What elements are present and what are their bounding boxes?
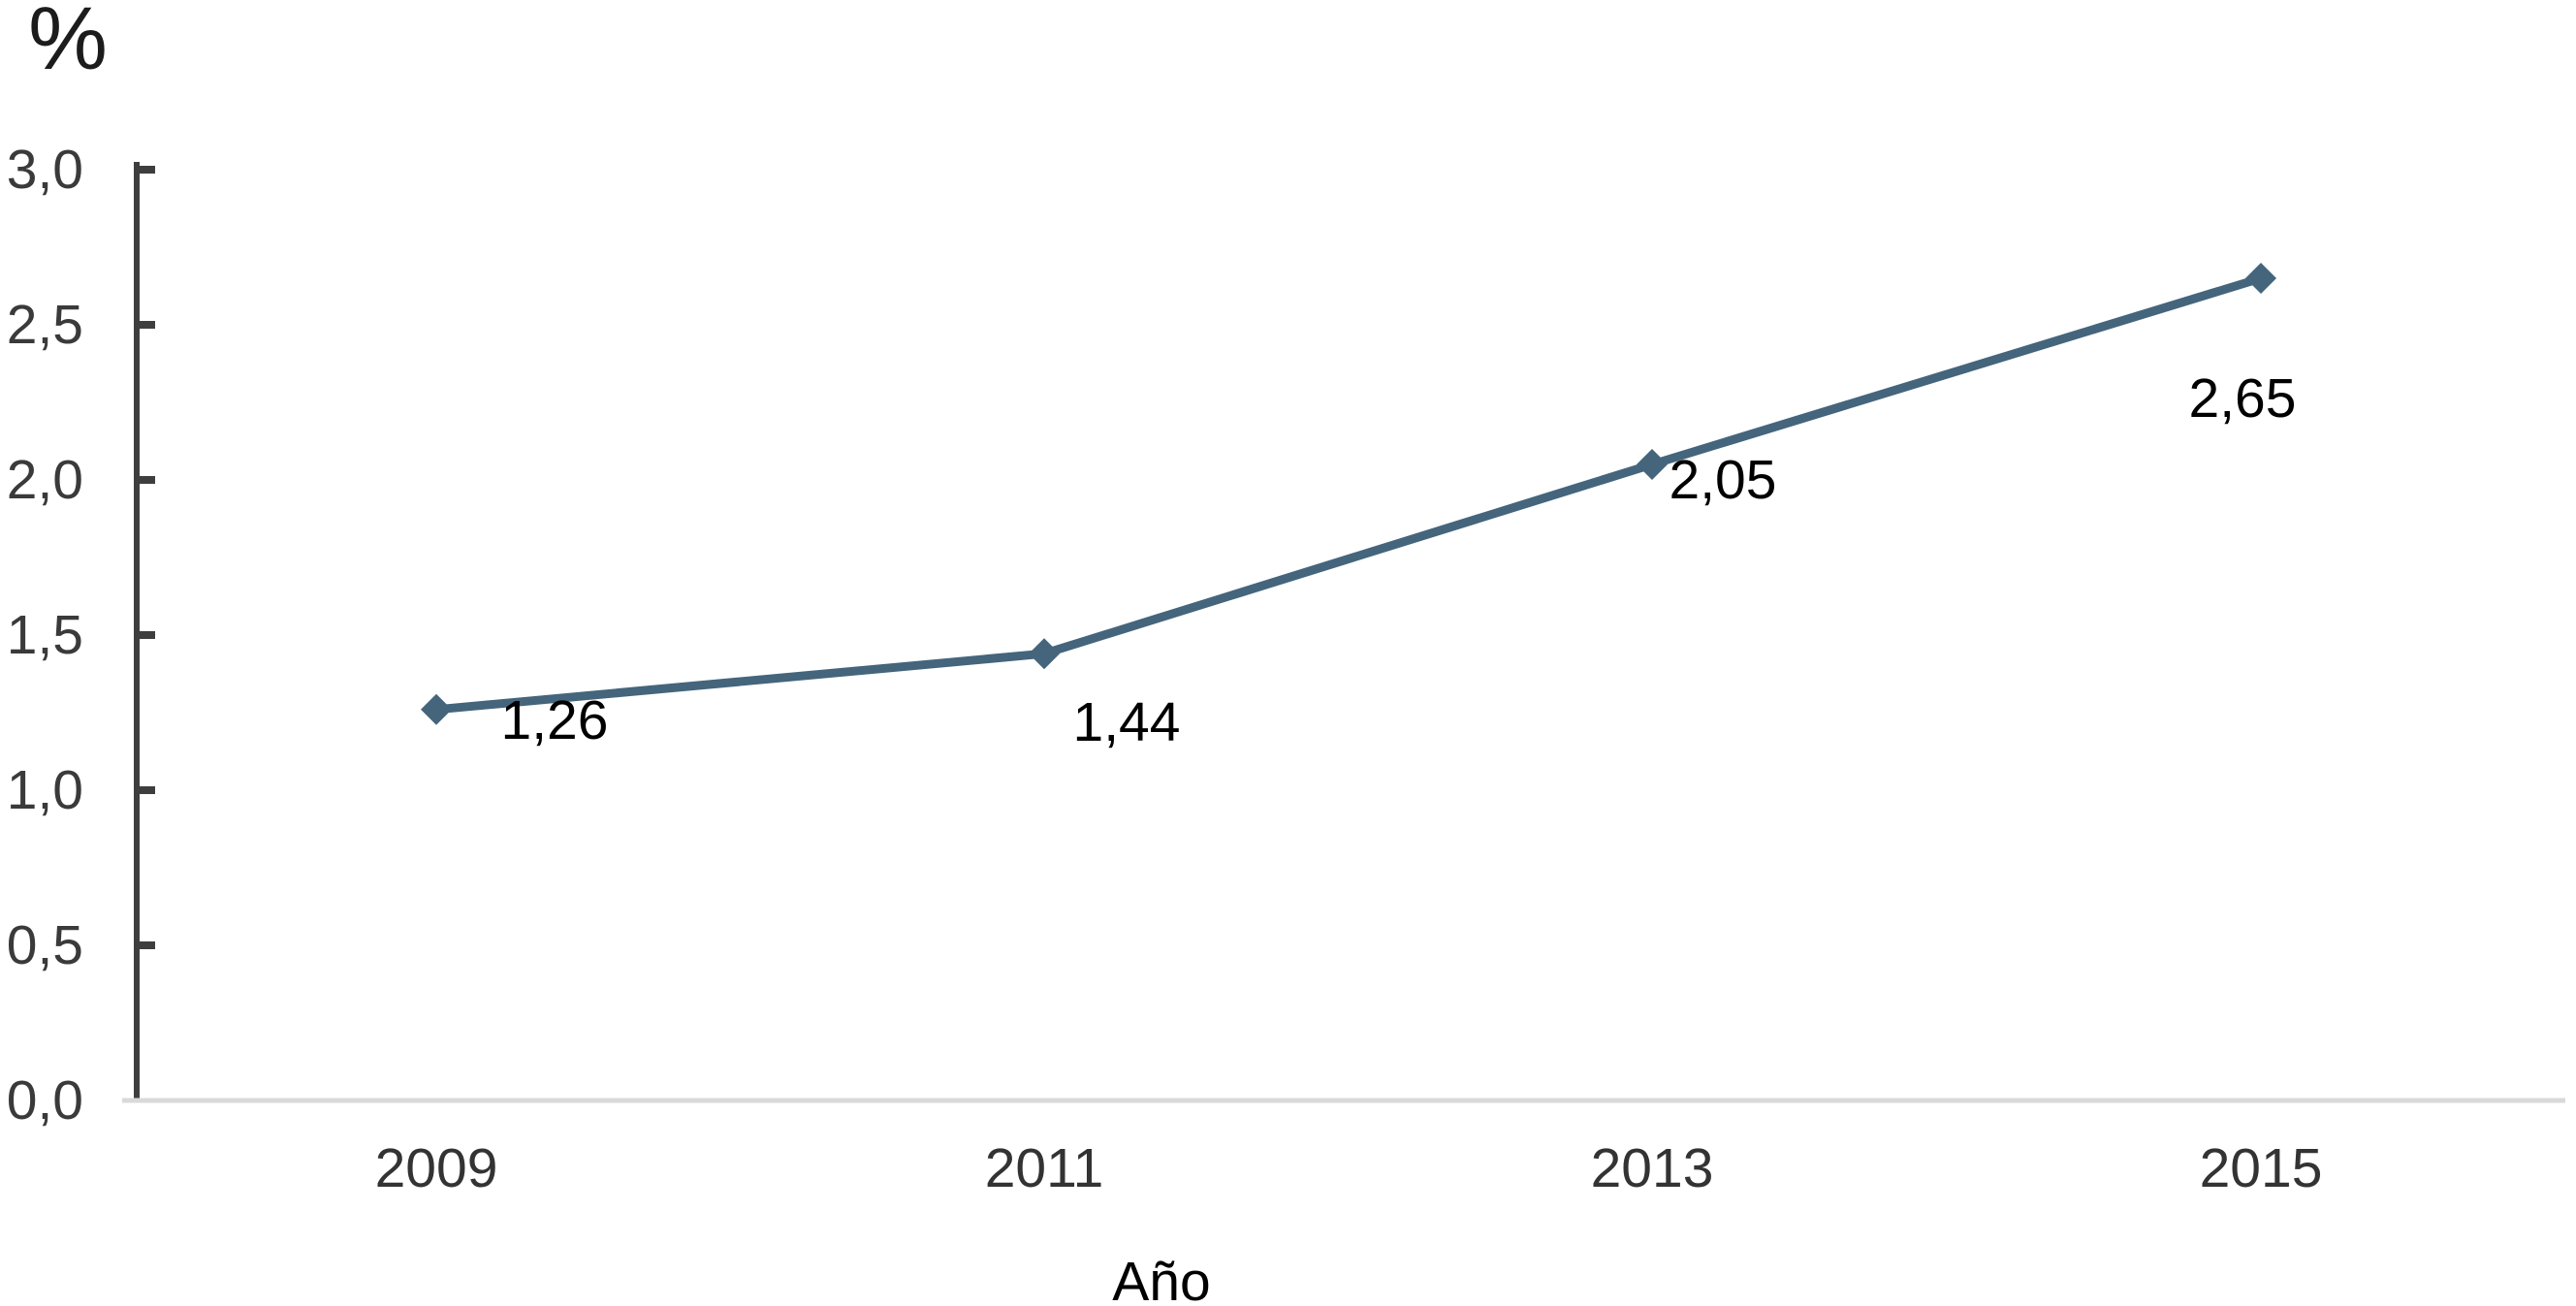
- x-tick-label: 2013: [1590, 1137, 1714, 1199]
- x-tick-label: 2015: [2199, 1137, 2323, 1199]
- y-axis-unit-label: %: [28, 0, 108, 88]
- data-point-label: 1,44: [1072, 691, 1181, 754]
- data-point-marker: [1637, 449, 1668, 480]
- data-point-marker: [421, 693, 452, 725]
- y-tick-label: 0,0: [6, 1069, 83, 1131]
- data-point-marker: [1029, 638, 1060, 670]
- y-tick-label: 2,5: [6, 294, 83, 356]
- y-tick-label: 2,0: [6, 449, 83, 511]
- data-point-label: 2,65: [2188, 367, 2297, 430]
- data-point-marker: [2245, 263, 2276, 294]
- x-tick-label: 2009: [374, 1137, 498, 1199]
- y-tick-label: 0,5: [6, 914, 83, 976]
- y-tick-label: 1,0: [6, 759, 83, 821]
- y-tick-label: 1,5: [6, 604, 83, 666]
- data-point-label: 2,05: [1669, 449, 1777, 511]
- data-series-line: [435, 273, 2263, 715]
- data-point-label: 1,26: [500, 688, 609, 751]
- x-tick-label: 2011: [984, 1137, 1104, 1199]
- x-axis-title: Año: [1112, 1251, 1211, 1306]
- y-tick-label: 3,0: [6, 139, 83, 201]
